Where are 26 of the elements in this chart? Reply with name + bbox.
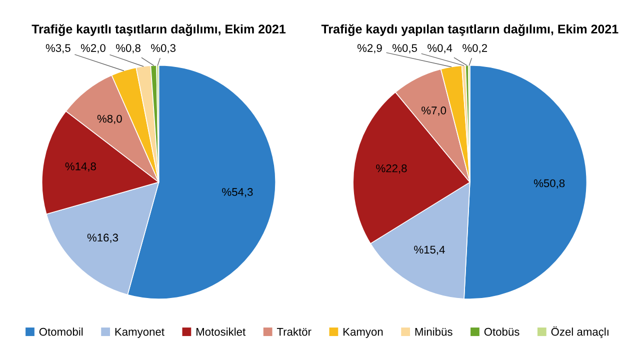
data-label: %2,0 bbox=[80, 44, 106, 54]
data-label: %0,8 bbox=[116, 44, 140, 54]
chart-title: Trafiğe kayıtlı taşıtların dağılımı, Ekim 2021 bbox=[32, 24, 286, 36]
legend-label: Minibüs bbox=[415, 328, 452, 336]
chart-title: Trafiğe kaydı yapılan taşıtların dağılımı, Ekim 2021 bbox=[321, 24, 618, 36]
data-label: %3,5 bbox=[46, 44, 70, 54]
legend-label: Kamyon bbox=[344, 328, 383, 338]
data-label: %15,4 bbox=[414, 246, 445, 255]
data-label: %7,0 bbox=[422, 106, 446, 116]
data-label: %0,3 bbox=[151, 44, 176, 54]
legend-label: Otomobil bbox=[39, 328, 83, 336]
data-label: %22,8 bbox=[376, 164, 407, 174]
data-label: %14,8 bbox=[65, 162, 96, 172]
data-label: %0,4 bbox=[428, 44, 452, 54]
data-label: %0,5 bbox=[392, 44, 417, 54]
data-label: %54,3 bbox=[222, 188, 253, 198]
legend-label: Kamyonet bbox=[115, 328, 164, 338]
legend-label: Özel amaçlı bbox=[551, 326, 608, 338]
data-label: %0,2 bbox=[462, 44, 488, 54]
data-label: %16,3 bbox=[87, 234, 118, 243]
legend-label: Otobüs bbox=[484, 328, 520, 336]
legend-label: Traktör bbox=[276, 328, 312, 336]
data-label: %2,9 bbox=[357, 44, 382, 54]
legend-label: Motosiklet bbox=[196, 328, 246, 336]
data-label: %8,0 bbox=[97, 114, 122, 124]
data-label: %50,8 bbox=[534, 179, 565, 188]
